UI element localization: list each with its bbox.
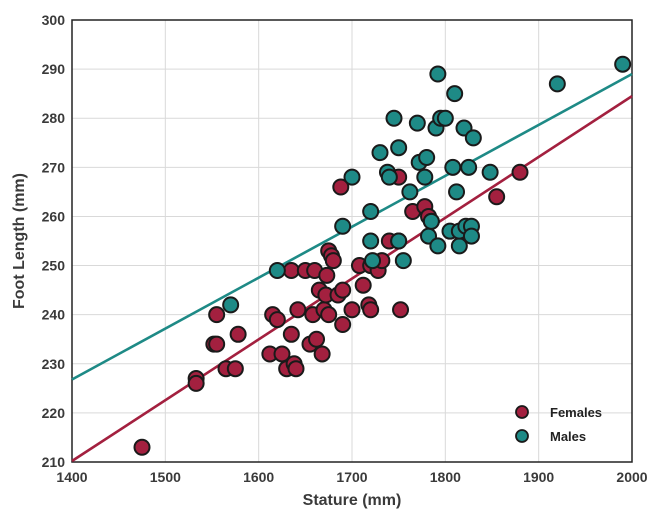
females-point [208, 335, 226, 353]
males-point [385, 109, 403, 127]
plot-frame [71, 19, 633, 463]
y-tick-label: 230 [42, 356, 66, 372]
legend-marker-males [515, 429, 529, 443]
females-point [362, 301, 380, 319]
females-point [334, 315, 352, 333]
males-point [464, 129, 482, 147]
males-point [408, 114, 426, 132]
females-point [208, 306, 226, 324]
legend: Females Males [515, 405, 602, 444]
males-point [222, 296, 240, 314]
males-point [334, 217, 352, 235]
males-point [418, 149, 436, 167]
males-point [371, 144, 389, 162]
females-point [334, 281, 352, 299]
males-point [429, 237, 447, 255]
males-point [390, 139, 408, 157]
males-point [481, 163, 499, 181]
y-axis-title: Foot Length (mm) [11, 173, 28, 309]
males-point [548, 75, 566, 93]
males-point [429, 65, 447, 83]
males-point [462, 227, 480, 245]
females-point [287, 360, 305, 378]
females-point [392, 301, 410, 319]
y-tick-label: 300 [42, 12, 66, 28]
males-fit-line [71, 72, 633, 381]
x-tick-label: 2000 [616, 469, 647, 485]
x-tick-label: 1900 [523, 469, 554, 485]
females-point [282, 325, 300, 343]
females-point [313, 345, 331, 363]
males-point [390, 232, 408, 250]
females-point [229, 325, 247, 343]
females-point [133, 438, 151, 456]
females-point [511, 163, 529, 181]
females-point [332, 178, 350, 196]
legend-label-males: Males [550, 429, 586, 444]
females-point [324, 252, 342, 270]
males-point [364, 252, 382, 270]
fit-lines [71, 72, 633, 463]
males-point [436, 109, 454, 127]
males-point [362, 203, 380, 221]
females-point [187, 374, 205, 392]
females-point [354, 276, 372, 294]
grid-lines [71, 19, 633, 463]
y-tick-labels: 210 220 230 240 250 260 270 280 290 300 [42, 12, 66, 470]
data-points [133, 55, 632, 456]
x-tick-labels: 1400 1500 1600 1700 1800 1900 2000 [56, 469, 647, 485]
females-point [488, 188, 506, 206]
y-tick-label: 250 [42, 258, 66, 274]
males-point [460, 158, 478, 176]
females-point [282, 261, 300, 279]
males-point [268, 261, 286, 279]
males-point [394, 252, 412, 270]
legend-label-females: Females [550, 405, 602, 420]
females-point [289, 301, 307, 319]
males-point [614, 55, 632, 73]
x-tick-label: 1400 [56, 469, 87, 485]
females-fit-line [71, 95, 633, 463]
y-tick-label: 260 [42, 208, 66, 224]
males-point [448, 183, 466, 201]
males-point [380, 168, 398, 186]
males-point [343, 168, 361, 186]
females-point [226, 360, 244, 378]
males-point [446, 85, 464, 103]
y-tick-label: 280 [42, 110, 66, 126]
males-point [362, 232, 380, 250]
x-tick-label: 1800 [430, 469, 461, 485]
y-tick-label: 270 [42, 159, 66, 175]
x-tick-label: 1500 [150, 469, 181, 485]
y-tick-label: 290 [42, 61, 66, 77]
females-point [318, 266, 336, 284]
x-axis-title: Stature (mm) [303, 492, 402, 509]
y-tick-label: 240 [42, 307, 66, 323]
males-point [416, 168, 434, 186]
x-tick-label: 1700 [336, 469, 367, 485]
y-tick-label: 210 [42, 454, 66, 470]
y-tick-label: 220 [42, 405, 66, 421]
females-point [320, 306, 338, 324]
males-point [444, 158, 462, 176]
males-point [401, 183, 419, 201]
males-point [422, 212, 440, 230]
females-point [343, 301, 361, 319]
females-point [268, 311, 286, 329]
x-tick-label: 1600 [243, 469, 274, 485]
females-point [273, 345, 291, 363]
legend-marker-females [515, 405, 529, 419]
females-point [308, 330, 326, 348]
